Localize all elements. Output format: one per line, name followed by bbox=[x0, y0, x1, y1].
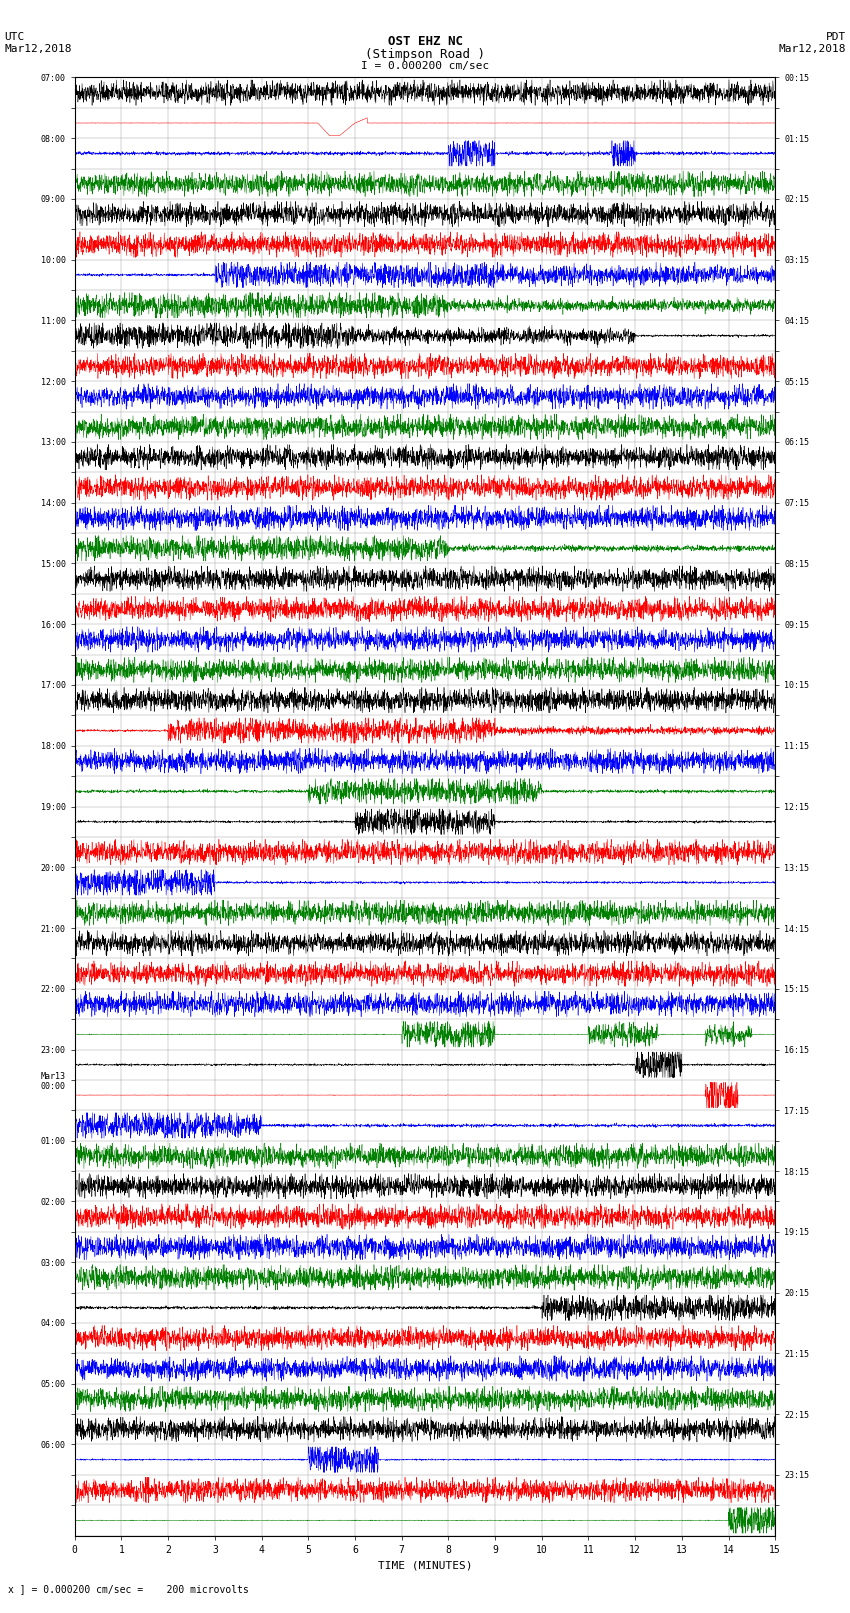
Text: x ] = 0.000200 cm/sec =    200 microvolts: x ] = 0.000200 cm/sec = 200 microvolts bbox=[8, 1584, 249, 1594]
Text: (Stimpson Road ): (Stimpson Road ) bbox=[365, 48, 485, 61]
Text: OST EHZ NC: OST EHZ NC bbox=[388, 35, 462, 48]
Text: UTC
Mar12,2018: UTC Mar12,2018 bbox=[4, 32, 71, 53]
Text: I = 0.000200 cm/sec: I = 0.000200 cm/sec bbox=[361, 61, 489, 71]
X-axis label: TIME (MINUTES): TIME (MINUTES) bbox=[377, 1560, 473, 1569]
Text: PDT
Mar12,2018: PDT Mar12,2018 bbox=[779, 32, 846, 53]
